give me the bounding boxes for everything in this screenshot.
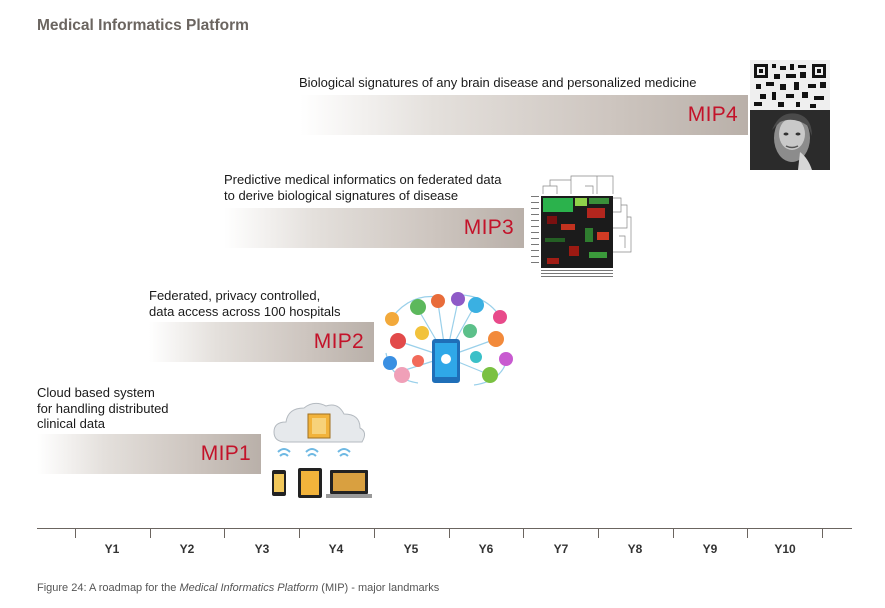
axis-year-label: Y4 [328,542,344,556]
figure-caption: Figure 24: A roadmap for the Medical Inf… [37,582,439,594]
milestone-mip1-line: clinical data [37,416,105,431]
caption-italic: Medical Informatics Platform [179,582,319,594]
milestone-mip3-text: Predictive medical informatics on federa… [224,172,501,203]
axis-tick [673,529,674,538]
milestone-mip4-line: Biological signatures of any brain disea… [299,75,697,90]
milestone-mip3-band: MIP3 [224,208,524,248]
axis-tick [449,529,450,538]
axis-tick [299,529,300,538]
cloud-devices-illustration [272,402,372,498]
caption-suffix: (MIP) - major landmarks [318,582,440,594]
milestone-mip3-line: to derive biological signatures of disea… [224,187,459,203]
milestone-mip3-label: MIP3 [463,216,514,239]
heatmap-illustration [531,175,632,277]
axis-tick [747,529,748,538]
milestone-mip1-band: MIP1 [37,434,261,474]
milestone-mip1-line: for handling distributed [37,400,169,416]
milestone-mip1-label: MIP1 [200,442,251,465]
network-icons-illustration [383,292,513,386]
axis-tick [224,529,225,538]
milestone-mip2-label: MIP2 [313,330,364,353]
axis-tick [150,529,151,538]
axis-tick [75,529,76,538]
milestone-mip2-text: Federated, privacy controlled, data acce… [149,288,341,319]
caption-prefix: Figure 24: A roadmap for the [37,582,180,594]
timeline-axis [37,528,852,529]
axis-tick [822,529,823,538]
portrait-qr-illustration [750,60,830,170]
axis-tick [598,529,599,538]
milestone-mip2-line: Federated, privacy controlled, [149,288,321,303]
axis-year-label: Y10 [774,542,796,556]
page-title: Medical Informatics Platform [37,17,249,34]
axis-year-label: Y2 [179,542,195,556]
axis-year-label: Y1 [104,542,120,556]
axis-year-label: Y5 [403,542,419,556]
axis-tick [374,529,375,538]
milestone-mip4-label: MIP4 [687,103,738,126]
axis-year-label: Y3 [254,542,270,556]
milestone-mip1-line: Cloud based system [37,385,155,400]
milestone-mip2-line: data access across 100 hospitals [149,303,341,319]
milestone-mip4-text: Biological signatures of any brain disea… [299,75,696,91]
milestone-mip4-band: MIP4 [300,95,748,135]
axis-year-label: Y9 [702,542,718,556]
axis-year-label: Y6 [478,542,494,556]
milestone-mip1-text: Cloud based system for handling distribu… [37,385,169,432]
axis-year-label: Y7 [553,542,569,556]
milestone-mip2-band: MIP2 [149,322,374,362]
axis-year-label: Y8 [627,542,643,556]
axis-tick [523,529,524,538]
milestone-mip3-line: Predictive medical informatics on federa… [224,172,502,187]
